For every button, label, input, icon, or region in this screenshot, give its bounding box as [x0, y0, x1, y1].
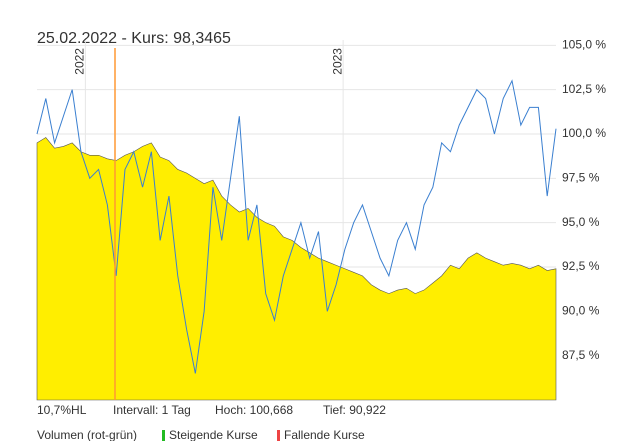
y-tick-label: 95,0 % [562, 215, 600, 229]
y-tick-label: 87,5 % [562, 348, 600, 362]
y-tick-label: 97,5 % [562, 170, 600, 184]
y-tick-label: 92,5 % [562, 259, 600, 273]
chart-title: 25.02.2022 - Kurs: 98,3465 [37, 30, 231, 47]
legend-title: Volumen (rot-grün) [37, 428, 137, 441]
x-tick-label: 2022 [73, 48, 87, 75]
y-tick-label: 100,0 % [562, 126, 606, 140]
line [36, 79, 557, 374]
legend-label: Steigende Kurse [169, 428, 258, 441]
footer-text: 10,7%HL [37, 403, 87, 417]
y-tick-label: 105,0 % [562, 37, 606, 51]
y-tick-label: 102,5 % [562, 82, 606, 96]
footer-text: Tief: 90,922 [323, 403, 386, 417]
y-tick-label: 90,0 % [562, 304, 600, 318]
legend-swatch [277, 430, 280, 442]
legend-label: Fallende Kurse [284, 428, 365, 441]
footer-text: Intervall: 1 Tag [113, 403, 191, 417]
footer-text: Hoch: 100,668 [215, 403, 293, 417]
area [36, 137, 557, 401]
x-tick-label: 2023 [330, 48, 344, 75]
legend-swatch [162, 430, 165, 442]
